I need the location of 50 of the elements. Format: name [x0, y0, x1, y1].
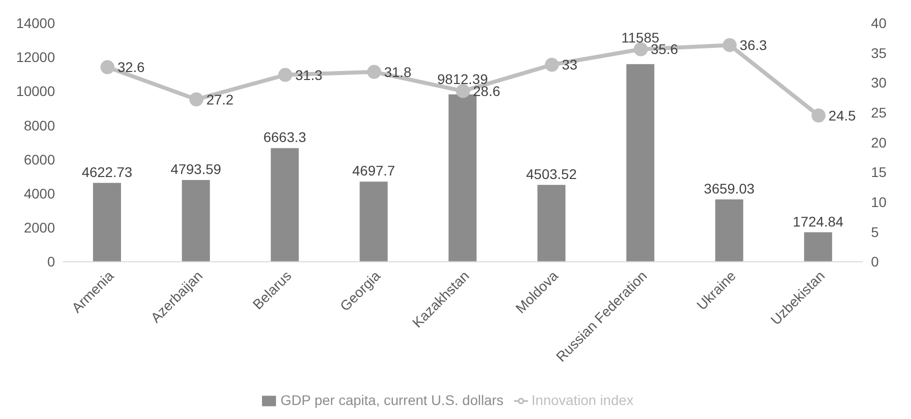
y-tick-label: 14000: [16, 14, 56, 31]
y2-tick-label: 40: [871, 14, 887, 31]
y2-tick-label: 5: [871, 224, 879, 240]
data-label: 27.2: [206, 91, 234, 108]
y2-tick-label: 30: [871, 74, 887, 91]
y-tick-label: 10000: [16, 83, 56, 100]
bar: [270, 148, 299, 262]
bar: [360, 182, 388, 262]
data-label: 31.8: [384, 64, 412, 80]
data-label: 33: [562, 56, 578, 73]
y2-tick-label: 10: [871, 194, 887, 210]
data-label: 24.5: [828, 107, 856, 124]
bar: [626, 64, 654, 262]
bar: [715, 199, 744, 262]
data-label: 3659.03: [704, 180, 755, 196]
data-label: 4697.7: [352, 162, 396, 179]
point: [634, 42, 648, 56]
y-tick-label: 8000: [24, 117, 56, 134]
point: [722, 38, 737, 52]
bar: [93, 182, 121, 262]
y2-tick-label: 15: [871, 164, 887, 180]
point: [100, 60, 114, 74]
legend-label: GDP per capita, current U.S. dollars: [280, 392, 504, 408]
y-tick-label: 12000: [16, 49, 56, 66]
point: [456, 84, 470, 98]
y-tick-label: 4000: [24, 185, 56, 202]
data-label: 31.3: [295, 66, 323, 83]
data-label: 4793.59: [170, 160, 222, 177]
data-label: 36.3: [740, 37, 768, 54]
data-label: 32.6: [117, 59, 145, 76]
point: [544, 58, 559, 72]
data-label: 4503.52: [526, 166, 577, 182]
data-label: 1724.84: [792, 213, 844, 230]
bar: [537, 184, 566, 262]
data-label: 6663.3: [263, 129, 306, 146]
bar: [804, 232, 832, 262]
y2-tick-label: 35: [871, 44, 887, 61]
y-tick-label: 0: [47, 254, 56, 270]
data-label: 4622.73: [82, 164, 133, 180]
y-tick-label: 2000: [24, 220, 56, 236]
point: [812, 108, 826, 122]
y2-tick-label: 0: [871, 254, 879, 270]
bar: [182, 180, 210, 262]
y-tick-label: 6000: [24, 151, 56, 168]
point: [189, 92, 204, 106]
point: [278, 68, 292, 82]
y2-tick-label: 25: [871, 104, 887, 120]
legend-label: Innovation index: [532, 392, 634, 408]
point: [367, 64, 382, 79]
y2-tick-label: 20: [871, 134, 887, 150]
